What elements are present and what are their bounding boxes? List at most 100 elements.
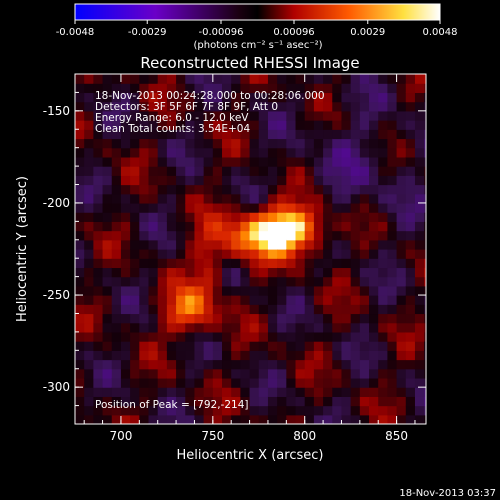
heatmap-cell: [157, 110, 168, 121]
heatmap-cell: [313, 83, 324, 94]
heatmap-cell: [75, 129, 85, 140]
heatmap-cell: [75, 350, 85, 361]
heatmap-cell: [424, 341, 426, 351]
heatmap-cell: [176, 368, 186, 379]
heatmap-cell: [350, 147, 361, 158]
heatmap-cell: [84, 350, 94, 361]
heatmap-cell: [414, 212, 425, 222]
heatmap-cell: [139, 267, 150, 278]
heatmap-cell: [295, 341, 306, 351]
heatmap-cell: [313, 212, 324, 222]
heatmap-cell: [139, 110, 150, 121]
heatmap-cell: [277, 156, 287, 167]
heatmap-cell: [176, 138, 186, 149]
heatmap-cell: [267, 83, 278, 94]
heatmap-cell: [84, 221, 94, 232]
heatmap-cell: [414, 138, 425, 149]
heatmap-cell: [378, 276, 389, 287]
colorbar-tick-label: 0.0048: [423, 27, 458, 38]
heatmap-cell: [240, 212, 251, 222]
heatmap-cell: [231, 221, 241, 232]
heatmap-cell: [240, 138, 251, 149]
heatmap-cell: [111, 405, 122, 416]
heatmap-cell: [286, 101, 297, 112]
heatmap-cell: [332, 405, 343, 416]
heatmap-cell: [359, 387, 370, 397]
heatmap-cell: [414, 101, 425, 112]
y-tick-label: -150: [43, 104, 70, 118]
heatmap-cell: [102, 387, 113, 397]
heatmap-cell: [323, 350, 333, 361]
heatmap-cell: [277, 212, 287, 222]
heatmap-cell: [130, 74, 140, 84]
heatmap-cell: [323, 331, 333, 342]
heatmap-cell: [369, 74, 379, 84]
heatmap-cell: [369, 359, 379, 370]
heatmap-cell: [258, 377, 269, 388]
heatmap-cell: [111, 138, 122, 149]
heatmap-cell: [405, 202, 416, 213]
heatmap-cell: [157, 313, 168, 324]
heatmap-cell: [75, 405, 85, 416]
heatmap-cell: [378, 249, 389, 259]
heatmap-cell: [139, 304, 150, 315]
heatmap-cell: [84, 304, 94, 315]
heatmap-cell: [295, 276, 306, 287]
heatmap-cell: [231, 331, 241, 342]
heatmap-cell: [157, 184, 168, 195]
x-tick-label: 850: [385, 429, 408, 443]
heatmap-cell: [267, 267, 278, 278]
heatmap-cell: [75, 166, 85, 176]
heatmap-cell: [148, 258, 159, 269]
heatmap-cell: [75, 74, 85, 84]
heatmap-cell: [176, 387, 186, 397]
heatmap-cell: [424, 193, 426, 204]
heatmap-cell: [369, 101, 379, 112]
heatmap-cell: [286, 83, 297, 94]
plot-frame: [74, 73, 427, 425]
heatmap-cell: [258, 285, 269, 296]
heatmap-cell: [286, 193, 297, 204]
heatmap-cell: [414, 129, 425, 140]
heatmap-cell: [194, 276, 205, 287]
heatmap-cell: [222, 83, 232, 94]
heatmap-cell: [341, 221, 352, 232]
heatmap-cell: [166, 322, 177, 333]
heatmap-cell: [286, 249, 297, 259]
heatmap-cell: [414, 202, 425, 213]
heatmap-cell: [148, 414, 159, 424]
heatmap-cell: [359, 175, 370, 186]
heatmap-cell: [120, 304, 131, 315]
heatmap-cell: [277, 249, 287, 259]
heatmap-cell: [295, 110, 306, 121]
heatmap-cell: [176, 359, 186, 370]
heatmap-cell: [130, 295, 140, 305]
heatmap-cell: [240, 267, 251, 278]
heatmap-cell: [405, 221, 416, 232]
heatmap-cell: [304, 285, 315, 296]
heatmap-cell: [231, 249, 241, 259]
heatmap-cell: [332, 221, 343, 232]
heatmap-cell: [313, 120, 324, 130]
heatmap-cell: [359, 138, 370, 149]
heatmap-cell: [212, 156, 223, 167]
heatmap-cell: [93, 304, 104, 315]
heatmap-cell: [231, 304, 241, 315]
heatmap-cell: [313, 405, 324, 416]
heatmap-cell: [405, 414, 416, 424]
heatmap-cell: [185, 414, 196, 424]
heatmap-cell: [222, 101, 232, 112]
heatmap-cell: [111, 175, 122, 186]
heatmap-cell: [332, 368, 343, 379]
heatmap-cell: [240, 193, 251, 204]
heatmap-cell: [359, 258, 370, 269]
heatmap-cell: [304, 74, 315, 84]
heatmap-cell: [240, 221, 251, 232]
heatmap-cell: [405, 350, 416, 361]
heatmap-cell: [350, 249, 361, 259]
heatmap-cell: [304, 295, 315, 305]
heatmap-cell: [295, 147, 306, 158]
heatmap-cell: [212, 267, 223, 278]
heatmap-cell: [313, 341, 324, 351]
heatmap-cell: [194, 331, 205, 342]
